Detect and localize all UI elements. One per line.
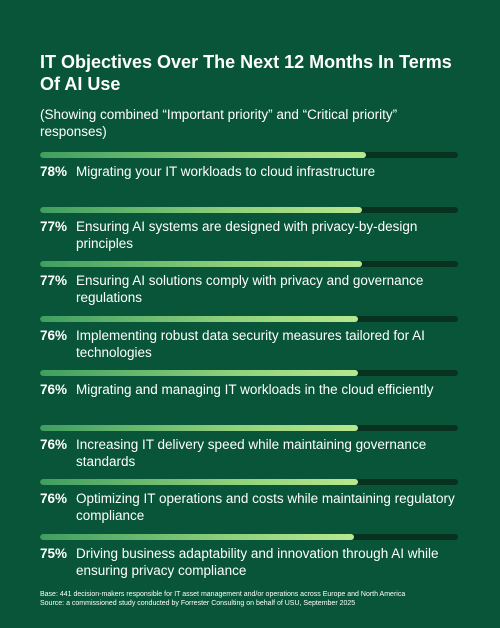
bar-category-label: Driving business adaptability and innova… xyxy=(76,545,439,578)
footnote-source: Source: a commissioned study conducted b… xyxy=(40,599,356,607)
footnote: Base: 441 decision-makers responsible fo… xyxy=(40,591,470,609)
bar-track xyxy=(40,206,458,213)
bar xyxy=(40,533,354,540)
bar-category-label: Migrating your IT workloads to cloud inf… xyxy=(76,164,376,179)
bar-row: 76% Increasing IT delivery speed while ma… xyxy=(40,424,460,480)
bar-row: 76% Implementing robust data security mea… xyxy=(40,315,460,371)
bar-row: 75% Driving business adaptability and inn… xyxy=(40,533,460,589)
bar-category-label: Optimizing IT operations and costs while… xyxy=(76,491,455,523)
bar-value-label: 76% xyxy=(40,491,68,506)
bar-track xyxy=(40,424,458,431)
bar xyxy=(40,206,362,213)
bar-category-label: Migrating and managing IT workloads in t… xyxy=(76,382,434,397)
bar-value-label: 76% xyxy=(40,382,68,397)
bar-value-label: 78% xyxy=(40,164,68,179)
bar-category-label: Ensuring AI systems are designed with pr… xyxy=(76,218,418,251)
bar xyxy=(40,315,358,322)
bar-row: 78% Migrating your IT workloads to cloud … xyxy=(40,152,460,207)
bar-value-label: 77% xyxy=(40,218,68,234)
bar-track xyxy=(40,152,458,158)
bar-value-label: 77% xyxy=(40,273,68,288)
bar xyxy=(40,152,367,158)
bar xyxy=(40,479,358,485)
bar-track xyxy=(40,479,458,485)
bar-category-label: Increasing IT delivery speed while maint… xyxy=(76,436,427,469)
bar-category-label: Implementing robust data security measur… xyxy=(76,327,425,360)
bar-value-label: 76% xyxy=(40,327,68,343)
bar-value-label: 76% xyxy=(40,436,68,452)
bar-row: 76% Optimizing IT operations and costs wh… xyxy=(40,479,460,534)
bar-row: 77% Ensuring AI solutions comply with pri… xyxy=(40,261,460,316)
bar-track xyxy=(40,533,458,540)
footnote-base: Base: 441 decision-makers responsible fo… xyxy=(40,591,406,598)
bar xyxy=(40,370,358,376)
bar-value-label: 75% xyxy=(40,545,68,561)
bar-list: 78% Migrating your IT workloads to cloud … xyxy=(40,152,460,588)
bar-track xyxy=(40,261,458,267)
chart-subtitle: (Showing combined “Important priority” a… xyxy=(40,107,398,139)
bar xyxy=(40,261,362,267)
bar-category-label: Ensuring AI solutions comply with privac… xyxy=(76,273,424,305)
bar-row: 77% Ensuring AI systems are designed with… xyxy=(40,206,460,262)
bar xyxy=(40,424,358,431)
bar-row: 76% Migrating and managing IT workloads i… xyxy=(40,370,460,425)
bar-track xyxy=(40,370,458,376)
bar-track xyxy=(40,315,458,322)
chart-title: IT Objectives Over The Next 12 Months In… xyxy=(40,52,452,94)
